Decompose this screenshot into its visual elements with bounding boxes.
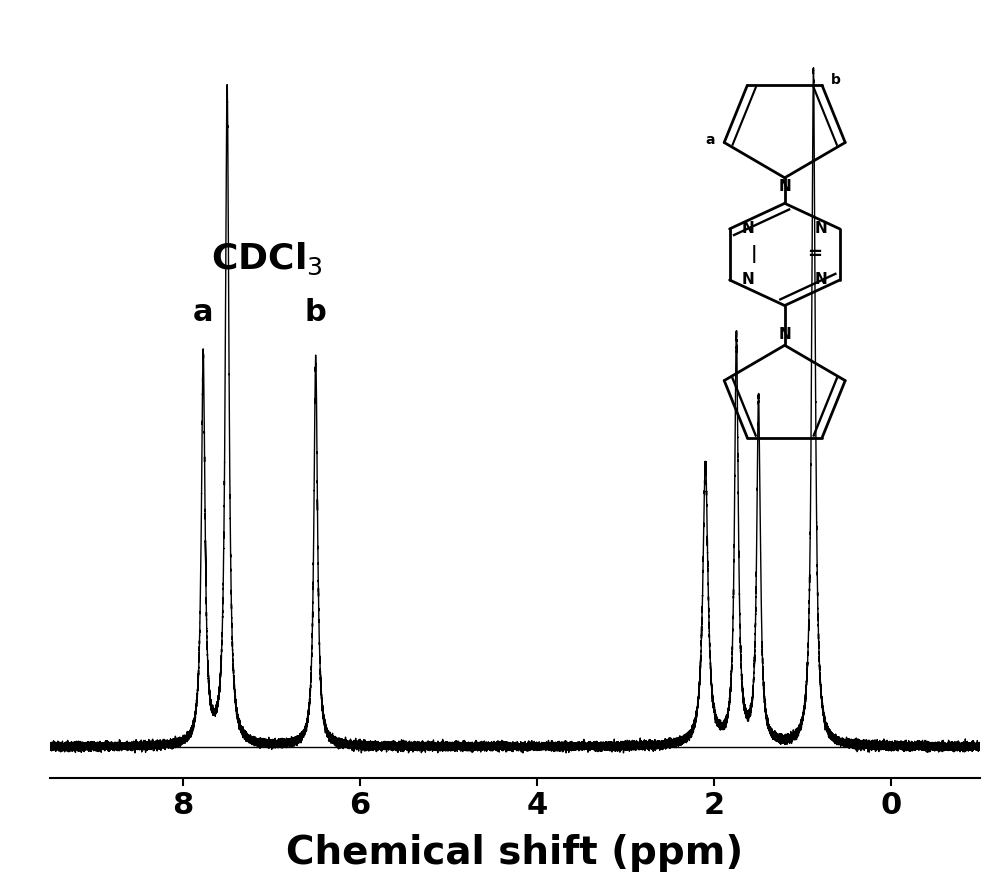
Text: CDCl$_3$: CDCl$_3$	[211, 240, 323, 277]
X-axis label: Chemical shift (ppm): Chemical shift (ppm)	[286, 834, 744, 872]
Text: b: b	[305, 298, 327, 327]
Text: a: a	[193, 298, 213, 327]
